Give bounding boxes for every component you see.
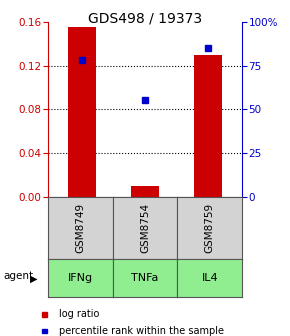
Text: GSM8749: GSM8749	[75, 203, 85, 253]
Text: log ratio: log ratio	[59, 309, 100, 319]
Text: GDS498 / 19373: GDS498 / 19373	[88, 12, 202, 26]
Text: TNFa: TNFa	[131, 274, 159, 283]
Bar	[194, 54, 222, 197]
Text: GSM8754: GSM8754	[140, 203, 150, 253]
Text: agent: agent	[3, 271, 33, 281]
Bar	[68, 27, 96, 197]
Text: percentile rank within the sample: percentile rank within the sample	[59, 326, 224, 336]
Text: IL4: IL4	[202, 274, 218, 283]
Text: GSM8759: GSM8759	[205, 203, 215, 253]
Bar	[131, 185, 159, 197]
Text: ▶: ▶	[30, 274, 38, 283]
Text: IFNg: IFNg	[68, 274, 93, 283]
